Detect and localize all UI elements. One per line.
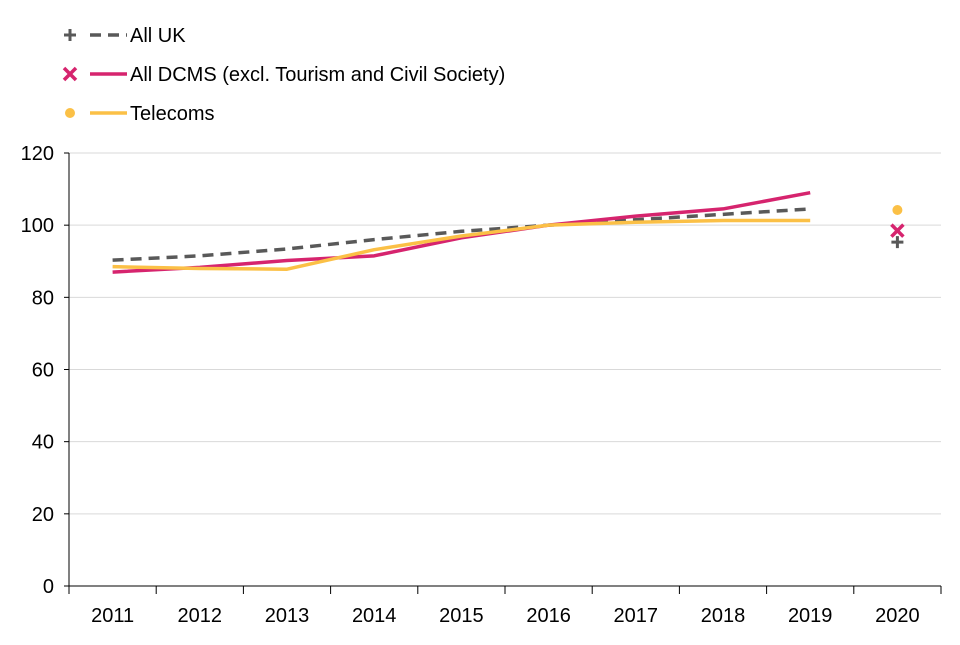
y-tick-label: 40 xyxy=(32,432,54,454)
legend-item-2: Telecoms xyxy=(65,103,214,125)
y-tick-label: 60 xyxy=(32,360,54,382)
point-2020-series-1 xyxy=(890,223,905,238)
y-tick-label: 20 xyxy=(32,504,54,526)
gridlines xyxy=(69,152,941,515)
series-lines xyxy=(112,190,811,274)
legend-label-2: Telecoms xyxy=(130,103,214,125)
series-line-2 xyxy=(112,218,811,271)
y-tick-label: 100 xyxy=(21,215,54,237)
y-tick-label: 0 xyxy=(43,576,54,598)
legend-marker-2 xyxy=(65,108,75,118)
x-tick-label: 2018 xyxy=(701,605,746,627)
x-tick-label: 2019 xyxy=(788,605,833,627)
x-tick-label: 2016 xyxy=(526,605,571,627)
x-tick-label: 2017 xyxy=(614,605,659,627)
legend-item-1: All DCMS (excl. Tourism and Civil Societ… xyxy=(62,64,505,86)
x-tick-label: 2020 xyxy=(875,605,920,627)
point-2020-series-0 xyxy=(891,236,904,249)
point-markers xyxy=(890,205,905,249)
legend-marker-1 xyxy=(62,66,78,82)
legend-label-0: All UK xyxy=(130,25,186,47)
x-tick-label: 2014 xyxy=(352,605,397,627)
y-tick-label: 80 xyxy=(32,287,54,309)
legend-label-1: All DCMS (excl. Tourism and Civil Societ… xyxy=(130,64,505,86)
x-tick-label: 2011 xyxy=(91,605,134,627)
series-line-1 xyxy=(112,190,811,274)
series-line-0 xyxy=(112,207,811,262)
x-tick-label: 2012 xyxy=(178,605,223,627)
legend: All UK All DCMS (excl. Tourism and Civil … xyxy=(62,25,505,125)
point-2020-series-2 xyxy=(892,205,903,216)
legend-item-0: All UK xyxy=(64,25,186,47)
x-tick-label: 2013 xyxy=(265,605,310,627)
x-tick-label: 2015 xyxy=(439,605,484,627)
y-tick-label: 120 xyxy=(21,143,54,165)
axes: 0 20 40 60 80 100 120 2011 2012 2013 2014 2015 2016 2… xyxy=(21,143,942,627)
legend-marker-0 xyxy=(64,29,76,41)
